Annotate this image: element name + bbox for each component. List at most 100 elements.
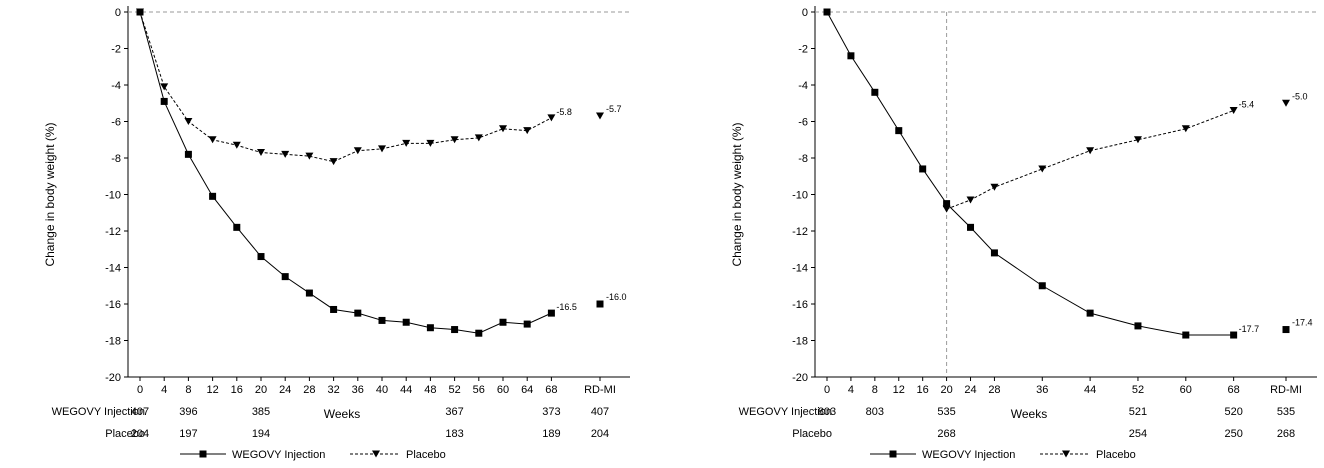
data-point-triangle [426, 139, 435, 147]
legend-marker-square [199, 450, 207, 458]
series-placebo: -5.8 -5.7 [136, 8, 622, 166]
legend: WEGOVY Injection Placebo [870, 449, 1136, 461]
x-tick-label: 60 [497, 384, 509, 396]
y-tick-label: -20 [105, 372, 121, 384]
rdmi-point-square [596, 300, 604, 308]
legend-marker-square [889, 450, 897, 458]
data-point-triangle [208, 136, 217, 144]
series-line [946, 110, 1234, 210]
data-point-square [943, 200, 951, 208]
data-point-square [1182, 331, 1190, 339]
at-risk-count: 803 [818, 406, 836, 418]
data-point-square [475, 329, 483, 337]
at-risk-row-label: Placebo [792, 428, 832, 440]
x-tick-label: RD-MI [1270, 384, 1302, 396]
data-point-triangle [474, 134, 483, 142]
at-risk-count: 268 [937, 428, 955, 440]
at-risk-row-label: WEGOVY Injection [52, 406, 145, 418]
y-tick-label: -18 [105, 336, 121, 348]
x-tick-label: 36 [1036, 384, 1048, 396]
at-risk-row-placebo: Placebo 268 254 250 268 [792, 428, 1295, 440]
at-risk-count: 396 [179, 406, 197, 418]
y-tick-label: -18 [792, 336, 808, 348]
data-point-square [847, 52, 855, 60]
y-tick-label: -10 [792, 190, 808, 202]
x-tick-label: 60 [1180, 384, 1192, 396]
x-tick-label: 28 [303, 384, 315, 396]
x-tick-label: 4 [161, 384, 167, 396]
x-tick-label: 36 [352, 384, 364, 396]
data-point-square [160, 97, 168, 105]
x-axis-label: Weeks [324, 407, 360, 421]
data-point-triangle [305, 152, 314, 160]
data-point-triangle [499, 125, 507, 133]
at-risk-count: 520 [1224, 406, 1242, 418]
x-tick-label: 20 [940, 384, 952, 396]
data-point-triangle [1229, 107, 1238, 115]
end-value-label: -5.4 [1239, 100, 1255, 110]
data-point-square [967, 223, 975, 231]
x-tick-label: 12 [206, 384, 218, 396]
y-tick-label: -12 [105, 226, 121, 238]
data-point-square [209, 192, 217, 200]
x-tick-label: 40 [376, 384, 388, 396]
y-tick-label: 0 [802, 7, 808, 19]
at-risk-count: 535 [1277, 406, 1295, 418]
data-point-triangle [378, 145, 386, 153]
y-tick-label: -16 [792, 299, 808, 311]
at-risk-count: 521 [1129, 406, 1147, 418]
y-tick-label: -2 [111, 44, 121, 56]
data-point-square [523, 320, 531, 328]
data-point-square [919, 165, 927, 173]
at-risk-count: 268 [1277, 428, 1295, 440]
y-tick-label: -10 [105, 190, 121, 202]
series-line [139, 11, 552, 334]
data-point-square [354, 309, 362, 317]
data-point-square [1086, 309, 1094, 317]
y-tick-label: -20 [792, 372, 808, 384]
at-risk-count: 204 [591, 428, 609, 440]
at-risk-count: 367 [445, 406, 463, 418]
data-point-square [426, 324, 434, 332]
x-tick-label: 24 [964, 384, 976, 396]
at-risk-count: 197 [179, 428, 197, 440]
data-point-triangle [136, 8, 144, 16]
rdmi-point-square [1282, 326, 1290, 334]
legend-entry: Placebo [1096, 449, 1136, 461]
chart-panel-2: 0 -2 -4 -6 -8 -10 -12 -14 -16 -18 -20 0 4 8 12 16 20 24 28… [730, 6, 1317, 461]
series-wegovy: -17.7 -17.4 [823, 8, 1313, 339]
y-tick-label: -8 [111, 153, 121, 165]
x-tick-label: 32 [327, 384, 339, 396]
data-point-square [257, 253, 265, 261]
chart-panel-1: 0-2-4-6-8-10-12-14-16-18-200 4 8 12 16 20 24 28… [43, 6, 630, 461]
rdmi-value-label: -16.0 [606, 292, 627, 302]
x-tick-label: 52 [448, 384, 460, 396]
end-value-label: -16.5 [556, 302, 577, 312]
x-tick-label: 52 [1132, 384, 1144, 396]
x-tick-label: 48 [424, 384, 436, 396]
data-point-triangle [547, 114, 556, 122]
y-tick-label: 0 [115, 7, 121, 19]
x-tick-label: 64 [521, 384, 533, 396]
data-point-square [499, 318, 507, 326]
data-point-triangle [160, 83, 169, 91]
data-point-square [990, 249, 998, 257]
y-tick-label: -8 [798, 153, 808, 165]
end-value-label: -17.7 [1239, 324, 1260, 334]
x-tick-label: 8 [185, 384, 191, 396]
at-risk-count: 373 [542, 406, 560, 418]
end-value-label: -5.8 [556, 107, 572, 117]
at-risk-count: 204 [131, 428, 149, 440]
at-risk-count: 803 [866, 406, 884, 418]
data-point-square [1230, 331, 1238, 339]
data-point-triangle [1133, 136, 1142, 144]
data-point-square [823, 8, 831, 16]
data-point-triangle [1181, 125, 1190, 133]
rdmi-value-label: -5.7 [606, 104, 622, 114]
data-point-square [330, 305, 338, 313]
data-point-square [895, 127, 903, 135]
x-tick-label: 12 [893, 384, 905, 396]
data-point-triangle [402, 139, 411, 147]
rdmi-value-label: -5.0 [1292, 91, 1308, 101]
